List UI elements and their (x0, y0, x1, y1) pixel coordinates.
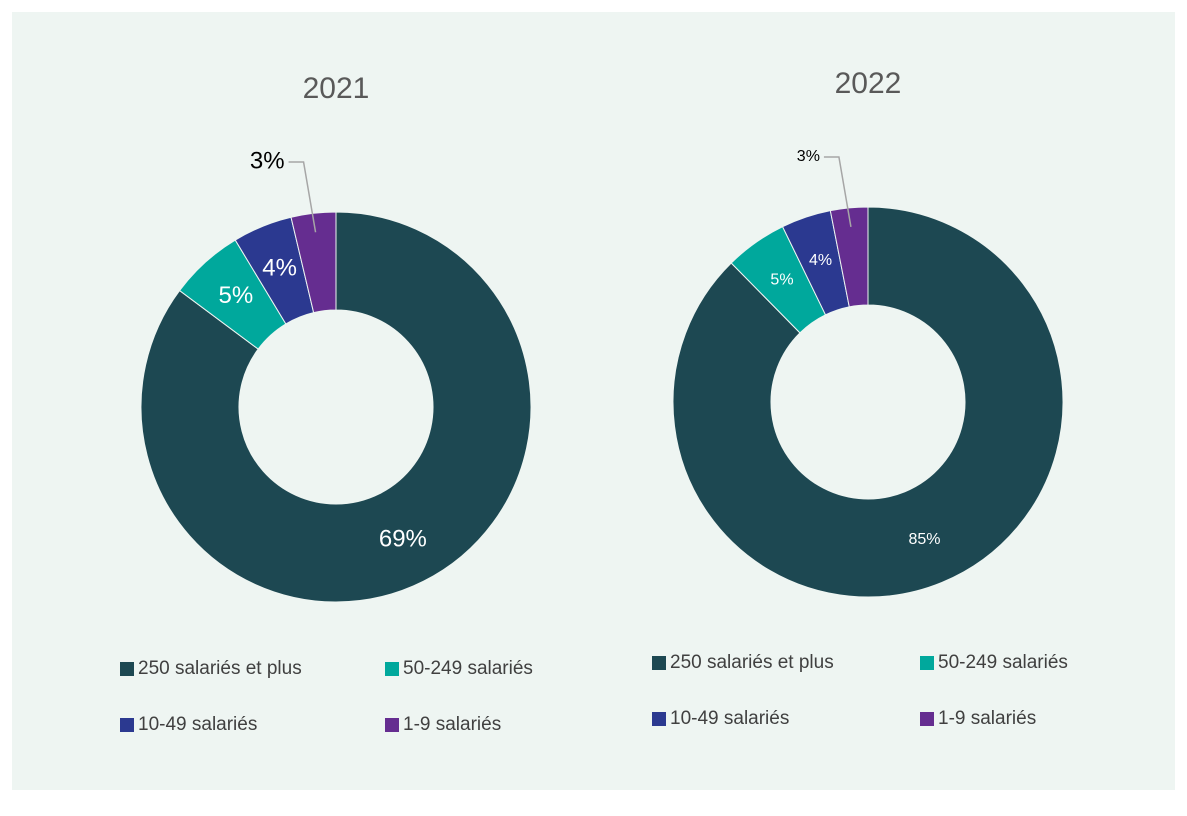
legend-swatch (652, 656, 666, 670)
donut-slice (829, 206, 869, 308)
donut-slice (140, 211, 532, 603)
legend-label: 50-249 salariés (938, 652, 1068, 673)
data-label: 85% (908, 531, 940, 548)
legend-swatch (920, 656, 934, 670)
legend-label: 1-9 salariés (938, 708, 1036, 729)
chart-title: 2021 (303, 72, 370, 105)
data-label: 5% (770, 272, 793, 289)
data-label: 4% (262, 254, 297, 281)
legend-swatch (120, 718, 134, 732)
data-label: 5% (219, 282, 254, 309)
legend-label: 50-249 salariés (403, 658, 533, 679)
leader-line (288, 161, 317, 233)
data-label: 3% (250, 147, 285, 174)
legend-swatch (920, 712, 934, 726)
legend-label: 10-49 salariés (138, 714, 257, 735)
legend-label: 1-9 salariés (403, 714, 501, 735)
legend-label: 250 salariés et plus (138, 658, 302, 679)
legend-swatch (652, 712, 666, 726)
legend-swatch (385, 662, 399, 676)
legend-label: 10-49 salariés (670, 708, 789, 729)
legend-swatch (120, 662, 134, 676)
data-label: 3% (797, 148, 820, 165)
data-label: 4% (809, 252, 832, 269)
chart-title: 2022 (835, 67, 902, 100)
donut-slice (290, 211, 337, 314)
legend-label: 250 salariés et plus (670, 652, 834, 673)
data-label: 69% (379, 525, 427, 552)
legend-swatch (385, 718, 399, 732)
leader-line (823, 156, 852, 227)
donut-slice (672, 206, 1064, 598)
